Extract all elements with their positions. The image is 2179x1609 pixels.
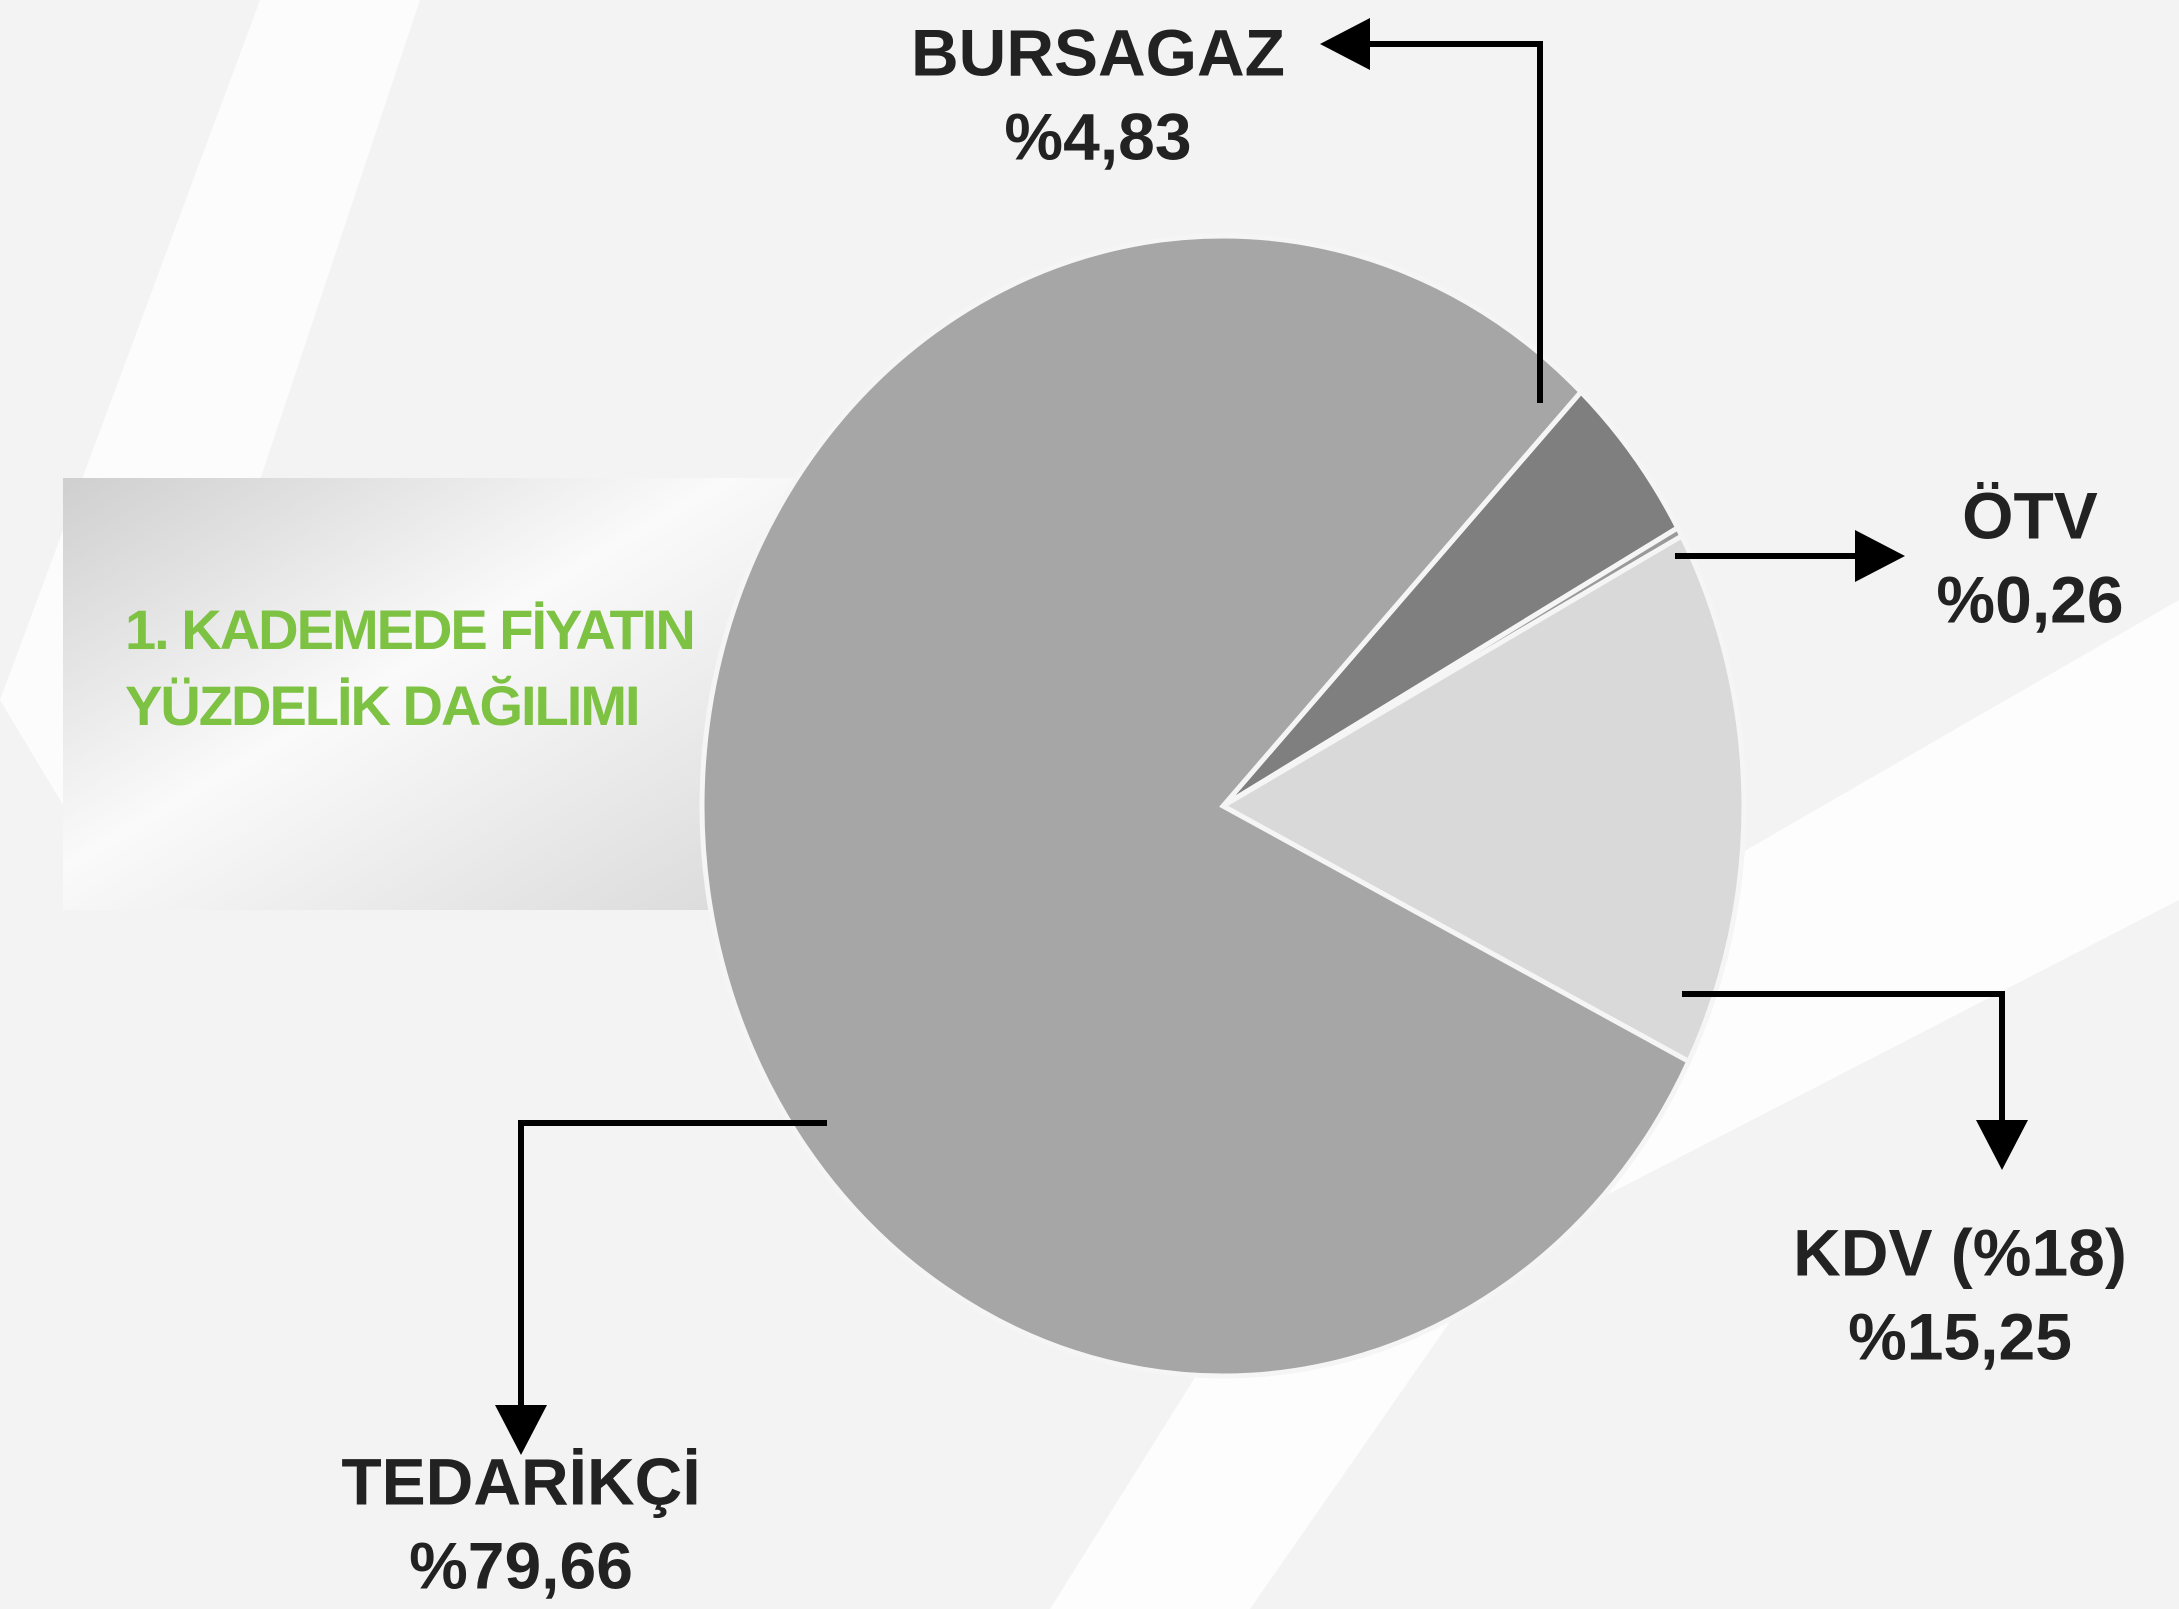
- value-label: %0,26: [1936, 562, 2123, 636]
- pie: [699, 233, 1747, 1379]
- pie-slice: [1217, 532, 1747, 1065]
- callout-line: [518, 1120, 827, 1405]
- slice-label: BURSAGAZ: [911, 15, 1285, 89]
- arrow-head: [1976, 1120, 2028, 1170]
- slice-label: TEDARİKÇİ: [341, 1444, 700, 1518]
- slice-label: ÖTV: [1962, 478, 2098, 552]
- title-box: [63, 478, 803, 910]
- callout-line: [1370, 41, 1543, 403]
- pie-slice: [699, 233, 1693, 1379]
- arrow-head: [495, 1405, 547, 1455]
- value-label: %15,25: [1848, 1299, 2072, 1373]
- chart-title: 1. KADEMEDE FİYATIN YÜZDELİK DAĞILIMI: [125, 598, 696, 737]
- arrow-head: [1320, 18, 1370, 70]
- arrow-head: [1855, 530, 1905, 582]
- callout-line: [1682, 991, 2005, 1120]
- value-label: %79,66: [409, 1528, 633, 1602]
- title-wrap: 1. KADEMEDE FİYATIN YÜZDELİK DAĞILIMI: [125, 598, 696, 737]
- value-label: %4,83: [1004, 99, 1191, 173]
- pie-slice: [1221, 388, 1682, 809]
- callouts: BURSAGAZ %4,83 ÖTV %0,26 KDV (%18) %15,25 TEDA…: [341, 15, 2127, 1602]
- slice-label: KDV (%18): [1793, 1215, 2127, 1289]
